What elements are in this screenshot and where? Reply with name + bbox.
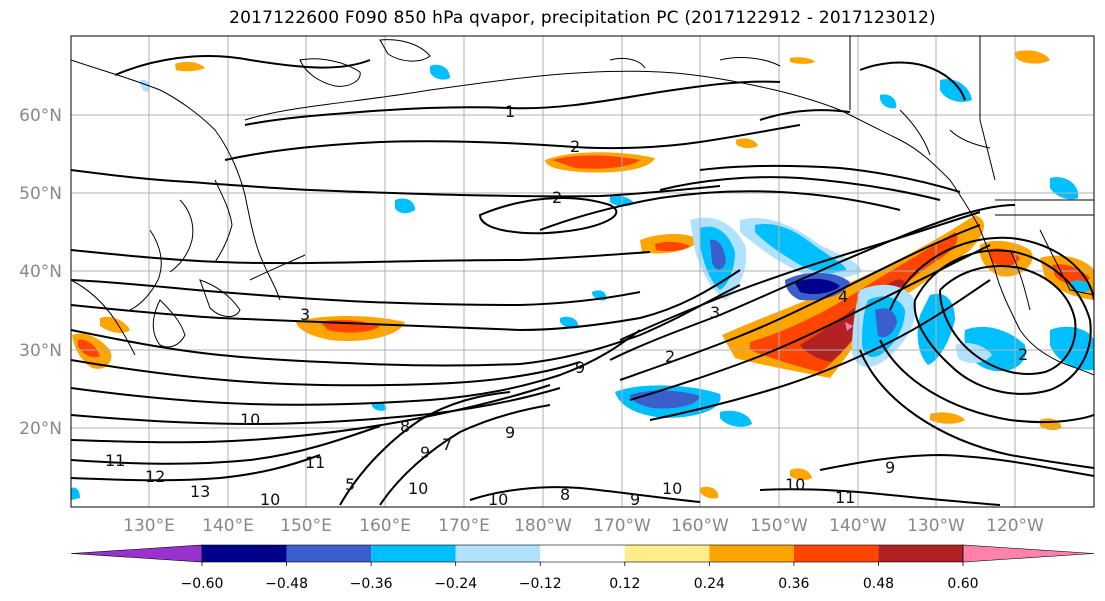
contour-label: 3 [300,305,310,324]
contour-label: 1 [505,102,515,121]
contour-label: 11 [305,453,325,472]
contour-label: 10 [488,490,508,509]
contour-label: 13 [190,482,210,501]
latitude-labels: 60°N 50°N 40°N 30°N 20°N [19,106,62,439]
lon-label: 160°E [359,516,411,536]
lon-label: 140°E [202,516,254,536]
lon-label: 160°W [671,516,729,536]
lon-label: 140°W [829,516,887,536]
contour-label: 4 [838,287,848,306]
contour-label: 7 [442,435,452,454]
lon-label: 150°W [750,516,808,536]
longitude-labels: 130°E 140°E 150°E 160°E 170°E 180°W 170°… [123,516,1044,536]
contour-label: 2 [1018,345,1028,364]
contour-label: 8 [560,485,570,504]
contour-label: 11 [105,451,125,470]
contour-label: 10 [785,475,805,494]
qvapor-contours [71,55,1094,506]
contour-label: 12 [145,467,165,486]
contour-label: 9 [630,490,640,509]
contour-labels: 1 2 2 3 3 4 2 2 9 10 11 12 13 10 10 11 9… [105,102,1028,509]
map-frame [70,35,1095,508]
lat-label-50n: 50°N [19,184,62,204]
lon-label: 170°W [593,516,651,536]
contour-label: 9 [575,358,585,377]
contour-label: 5 [345,475,355,494]
lon-label: 150°E [280,516,332,536]
lon-label: 120°W [986,516,1044,536]
lon-label: 130°W [907,516,965,536]
lat-label-30n: 30°N [19,341,62,361]
contour-label: 9 [420,443,430,462]
page-title: 2017122600 F090 850 hPa qvapor, precipit… [229,8,936,28]
contour-label: 2 [570,137,580,156]
contour-label: 9 [885,458,895,477]
contour-label: 2 [552,188,562,207]
lat-label-60n: 60°N [19,106,62,126]
lat-label-40n: 40°N [19,262,62,282]
contour-label: 9 [505,423,515,442]
contour-label: 10 [408,479,428,498]
lon-label: 170°E [438,516,490,536]
contour-label: 10 [662,479,682,498]
coastlines [71,36,1094,376]
contour-label: 3 [710,303,720,322]
contour-label: 10 [240,410,260,429]
lat-label-20n: 20°N [19,419,62,439]
contour-label: 10 [260,490,280,509]
lon-label: 130°E [123,516,175,536]
lon-label: 180°W [514,516,572,536]
contour-label: 8 [400,417,410,436]
contour-label: 11 [835,488,855,507]
precip-shading [71,50,1094,500]
contour-label: 2 [665,347,675,366]
graticule [71,36,1094,507]
